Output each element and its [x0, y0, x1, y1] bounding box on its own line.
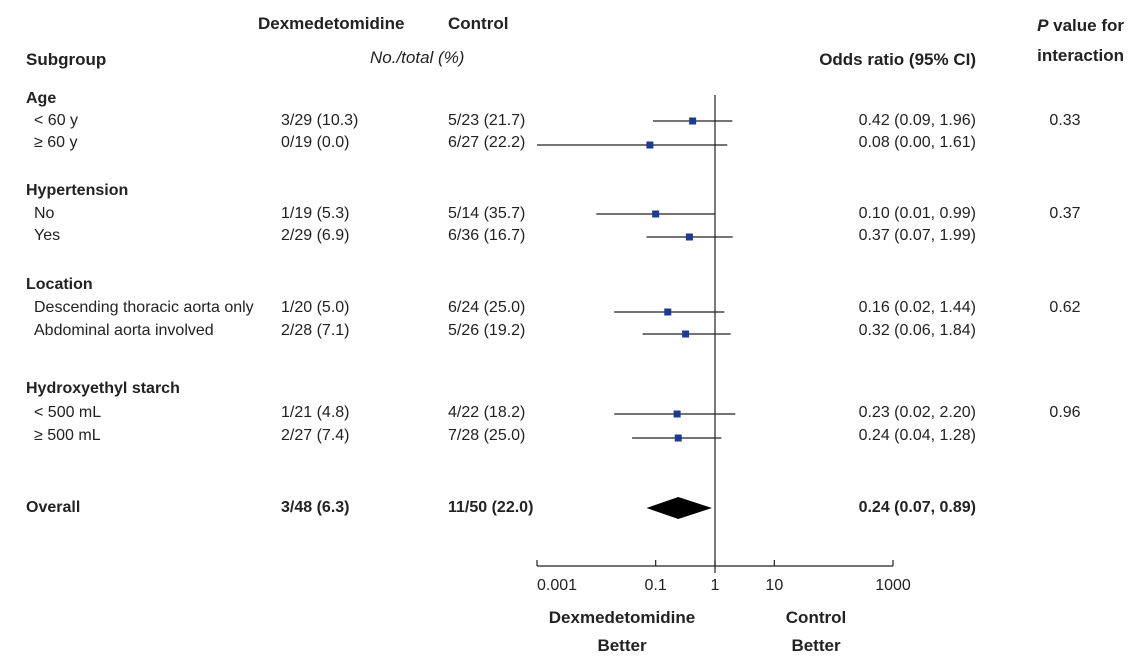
overall-odds-ratio: 0.24 (0.07, 0.89) [858, 499, 976, 516]
row-odds-ratio: 0.16 (0.02, 1.44) [858, 299, 976, 316]
row-label: Abdominal aorta involved [34, 322, 214, 339]
row-label: < 500 mL [34, 404, 102, 421]
control-better-label-line1: Control [785, 608, 847, 627]
x-axis-tick-label: 0.1 [645, 577, 667, 594]
point-estimate-square [689, 117, 697, 125]
header-p-italic: P [1037, 16, 1049, 35]
group-name-age: Age [26, 90, 57, 107]
point-estimate-square [682, 330, 690, 338]
row-dex-count: 1/19 (5.3) [281, 205, 350, 222]
row-dex-count: 0/19 (0.0) [281, 134, 350, 151]
row-control-count: 6/36 (16.7) [448, 227, 526, 244]
row-control-count: 7/28 (25.0) [448, 427, 526, 444]
row-odds-ratio: 0.37 (0.07, 1.99) [858, 227, 976, 244]
header-control: Control [448, 14, 509, 33]
point-estimate-square [646, 141, 654, 149]
row-dex-count: 1/20 (5.0) [281, 299, 350, 316]
header-p-rest: value for [1048, 16, 1124, 35]
group-p-value: 0.96 [1049, 404, 1081, 421]
header-odds-ratio: Odds ratio (95% CI) [819, 50, 976, 69]
row-odds-ratio: 0.23 (0.02, 2.20) [858, 404, 976, 421]
row-label: Descending thoracic aorta only [34, 299, 254, 316]
x-axis-tick-label: 10 [765, 577, 783, 594]
header-p-value-line1: P value for [1000, 16, 1124, 36]
row-control-count: 5/14 (35.7) [448, 205, 526, 222]
group-name-location: Location [26, 276, 93, 293]
x-axis-tick-label: 1000 [875, 577, 911, 594]
point-estimate-square [673, 410, 681, 418]
row-odds-ratio: 0.10 (0.01, 0.99) [858, 205, 976, 222]
header-subgroup: Subgroup [26, 50, 107, 69]
group-p-value: 0.62 [1049, 299, 1081, 316]
control-better-label-line2: Better [791, 636, 841, 655]
row-label: No [34, 205, 55, 222]
dex-better-label-line2: Better [597, 636, 647, 655]
overall-dex-count: 3/48 (6.3) [281, 499, 350, 516]
row-control-count: 5/23 (21.7) [448, 112, 526, 129]
row-odds-ratio: 0.32 (0.06, 1.84) [858, 322, 976, 339]
row-label: Yes [34, 227, 61, 244]
row-dex-count: 2/28 (7.1) [281, 322, 350, 339]
header-p-value-line2: interaction [1037, 46, 1124, 65]
row-odds-ratio: 0.08 (0.00, 1.61) [858, 134, 976, 151]
group-name-hydroxyethyl-starch: Hydroxyethyl starch [26, 380, 180, 397]
group-p-value: 0.37 [1049, 205, 1081, 222]
point-estimate-square [685, 233, 693, 241]
header-counts: No./total (%) [370, 48, 465, 67]
row-label: ≥ 60 y [34, 134, 78, 151]
x-axis-tick-label: 1 [711, 577, 720, 594]
point-estimate-square [674, 434, 682, 442]
dex-better-label-line1: Dexmedetomidine [548, 608, 696, 627]
row-dex-count: 1/21 (4.8) [281, 404, 350, 421]
row-control-count: 4/22 (18.2) [448, 404, 526, 421]
row-dex-count: 2/27 (7.4) [281, 427, 350, 444]
row-odds-ratio: 0.42 (0.09, 1.96) [858, 112, 976, 129]
header-dexmedetomidine: Dexmedetomidine [258, 14, 405, 33]
point-estimate-square [664, 308, 672, 316]
row-control-count: 5/26 (19.2) [448, 322, 526, 339]
overall-diamond [646, 497, 712, 519]
row-label: < 60 y [34, 112, 79, 129]
row-dex-count: 3/29 (10.3) [281, 112, 359, 129]
row-dex-count: 2/29 (6.9) [281, 227, 350, 244]
group-p-value: 0.33 [1049, 112, 1081, 129]
x-axis-tick-label: 0.001 [537, 577, 577, 594]
row-odds-ratio: 0.24 (0.04, 1.28) [858, 427, 976, 444]
point-estimate-square [652, 210, 660, 218]
row-label: ≥ 500 mL [34, 427, 101, 444]
group-name-hypertension: Hypertension [26, 182, 129, 199]
row-control-count: 6/27 (22.2) [448, 134, 526, 151]
overall-label: Overall [26, 499, 81, 516]
overall-control-count: 11/50 (22.0) [448, 499, 534, 516]
row-control-count: 6/24 (25.0) [448, 299, 526, 316]
